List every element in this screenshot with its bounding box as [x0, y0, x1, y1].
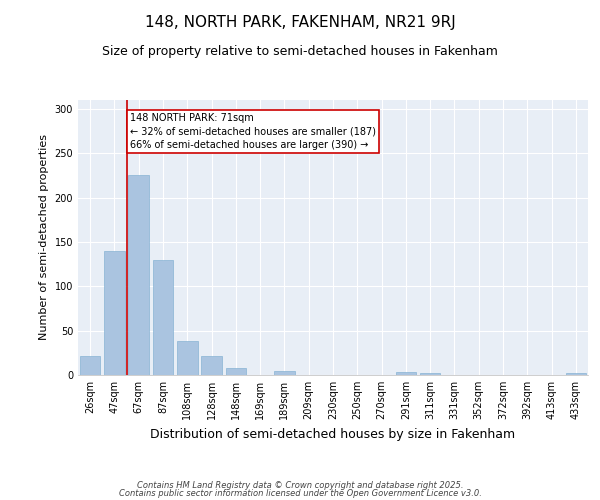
X-axis label: Distribution of semi-detached houses by size in Fakenham: Distribution of semi-detached houses by …	[151, 428, 515, 440]
Bar	[395, 372, 416, 375]
Text: Contains public sector information licensed under the Open Government Licence v3: Contains public sector information licen…	[119, 488, 481, 498]
Bar	[177, 342, 197, 375]
Bar	[128, 176, 149, 375]
Bar	[152, 260, 173, 375]
Bar	[104, 251, 125, 375]
Bar	[566, 373, 586, 375]
Bar	[274, 370, 295, 375]
Bar	[201, 356, 222, 375]
Bar	[420, 373, 440, 375]
Text: Contains HM Land Registry data © Crown copyright and database right 2025.: Contains HM Land Registry data © Crown c…	[137, 481, 463, 490]
Text: Size of property relative to semi-detached houses in Fakenham: Size of property relative to semi-detach…	[102, 45, 498, 58]
Bar	[226, 368, 246, 375]
Y-axis label: Number of semi-detached properties: Number of semi-detached properties	[39, 134, 49, 340]
Bar	[80, 356, 100, 375]
Text: 148, NORTH PARK, FAKENHAM, NR21 9RJ: 148, NORTH PARK, FAKENHAM, NR21 9RJ	[145, 15, 455, 30]
Text: 148 NORTH PARK: 71sqm
← 32% of semi-detached houses are smaller (187)
66% of sem: 148 NORTH PARK: 71sqm ← 32% of semi-deta…	[130, 114, 376, 150]
